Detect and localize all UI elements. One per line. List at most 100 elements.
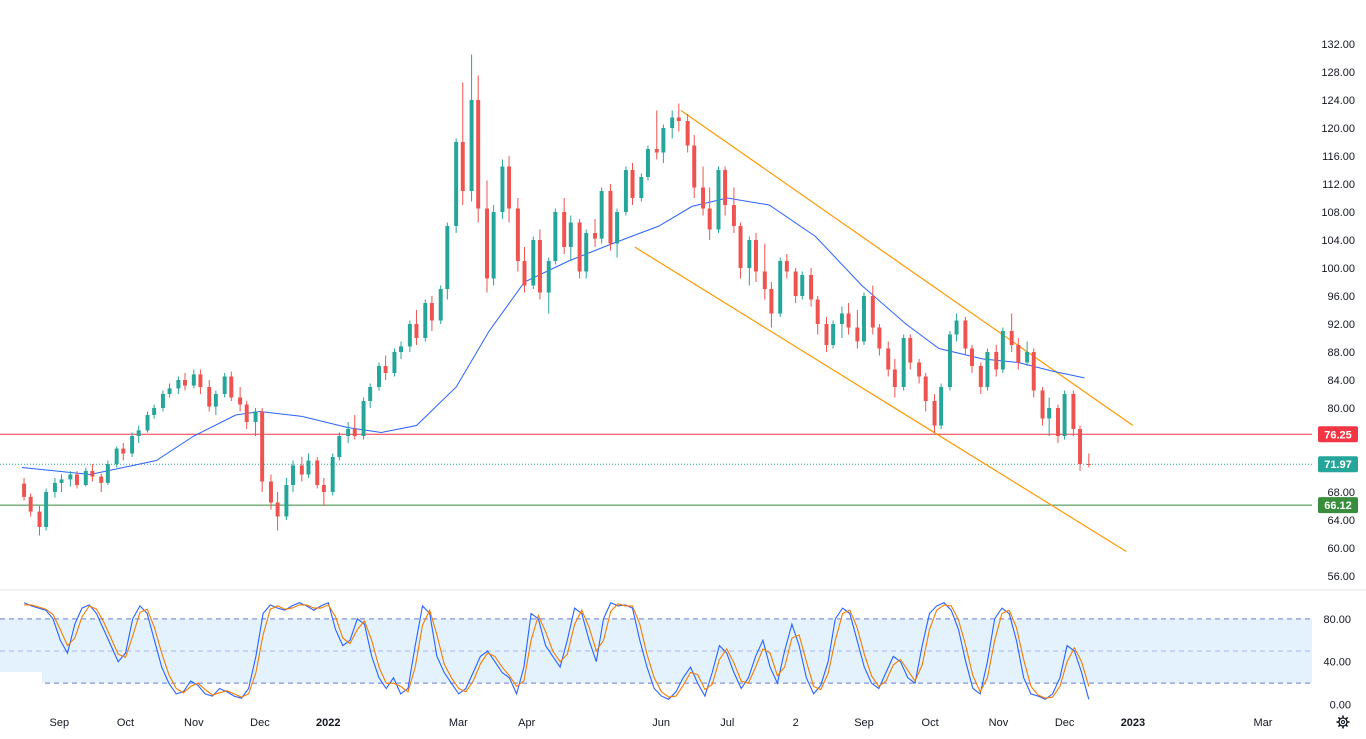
time-axis-label: Dec xyxy=(1055,717,1075,729)
moving-average xyxy=(21,197,1085,476)
candle-body xyxy=(361,401,366,436)
candle xyxy=(121,443,126,461)
time-axis-label: Jul xyxy=(720,717,734,729)
candle-body xyxy=(716,170,721,230)
candle xyxy=(485,180,489,293)
candle xyxy=(74,471,79,489)
candle-body xyxy=(947,334,952,387)
gear-icon[interactable] xyxy=(1336,715,1350,729)
time-axis-label: Apr xyxy=(518,717,535,729)
candle xyxy=(399,341,404,359)
candle-body xyxy=(90,471,95,477)
candle-body xyxy=(608,191,613,244)
price-tick-label: 116.00 xyxy=(1322,151,1355,163)
candle-body xyxy=(423,303,428,338)
oscillator-axis[interactable]: 80.00 40.00 0.00 xyxy=(1323,614,1351,712)
oscillator-band-fill xyxy=(0,618,1312,684)
price-tick-label: 64.00 xyxy=(1327,515,1355,527)
candle xyxy=(793,268,798,303)
price-tag: 76.25 xyxy=(1318,426,1358,443)
time-axis-label: Dec xyxy=(250,717,270,729)
candle-body xyxy=(352,429,357,436)
candle xyxy=(947,331,952,391)
candle-body xyxy=(238,397,243,405)
candle-body xyxy=(229,376,234,398)
time-axis-label: Oct xyxy=(922,717,939,729)
candle-body xyxy=(268,481,273,503)
price-tick-label: 120.00 xyxy=(1321,123,1355,135)
candle xyxy=(593,219,598,247)
candle-body xyxy=(207,387,212,407)
candle-body xyxy=(368,387,373,401)
candle-body xyxy=(815,299,820,324)
candle xyxy=(337,432,342,461)
candle xyxy=(407,320,412,352)
candle xyxy=(469,54,474,202)
candle xyxy=(908,334,913,370)
price-tag: 66.12 xyxy=(1318,497,1358,514)
candle xyxy=(105,460,110,485)
candle-body xyxy=(862,296,866,342)
candle-body xyxy=(994,352,999,370)
price-tick-label: 92.00 xyxy=(1327,319,1355,331)
candle xyxy=(460,82,465,205)
candle-body xyxy=(537,240,542,293)
candle-body xyxy=(260,411,265,482)
candle-body xyxy=(167,388,172,394)
candle-body xyxy=(1016,345,1021,363)
time-axis[interactable]: Sep Oct Nov Dec 2022 Mar Apr Jun Jul 2 Sep Oct Nov De… xyxy=(50,717,1273,729)
trend-channel[interactable] xyxy=(634,110,1134,553)
price-tick-label: 104.00 xyxy=(1321,235,1355,247)
candle xyxy=(584,229,589,279)
candle xyxy=(963,317,968,356)
candle-body xyxy=(83,471,88,485)
candle xyxy=(747,236,752,286)
candle xyxy=(152,404,157,419)
price-tick-label: 80.00 xyxy=(1327,403,1355,415)
candle xyxy=(685,114,690,153)
candle xyxy=(361,397,366,440)
candle-body xyxy=(1047,408,1052,419)
candle-body xyxy=(692,145,697,188)
candle xyxy=(114,446,119,468)
candle xyxy=(392,348,397,377)
candle xyxy=(167,383,172,398)
candle-body xyxy=(284,485,289,517)
candle xyxy=(568,215,573,261)
candle xyxy=(800,271,805,300)
candle xyxy=(824,317,829,352)
candle-body xyxy=(778,261,783,314)
candle xyxy=(383,355,388,380)
time-axis-label: Mar xyxy=(1254,717,1273,729)
horizontal-lines[interactable] xyxy=(0,433,1312,506)
candle xyxy=(599,187,604,244)
candle xyxy=(275,492,280,531)
candle-body xyxy=(44,492,49,527)
candle-body xyxy=(963,320,968,349)
candle xyxy=(268,474,273,510)
price-tick-label: 100.00 xyxy=(1321,263,1355,275)
candle xyxy=(130,432,135,457)
candle xyxy=(515,198,520,272)
candle xyxy=(291,460,296,492)
candle-body xyxy=(1086,464,1091,465)
candle xyxy=(1016,338,1021,370)
candle xyxy=(901,334,906,391)
candle xyxy=(978,362,983,394)
candle-body xyxy=(114,448,119,464)
channel-line-1 xyxy=(634,246,1127,553)
candle xyxy=(784,254,789,279)
candle xyxy=(932,394,937,433)
candle-body xyxy=(917,362,922,377)
price-tag: 71.97 xyxy=(1318,456,1358,473)
candle xyxy=(537,229,542,300)
candle xyxy=(954,313,959,342)
candle-body xyxy=(99,476,104,483)
legend-mask xyxy=(0,672,42,712)
candle xyxy=(37,506,42,536)
candle xyxy=(716,166,721,233)
candle-body xyxy=(152,408,157,415)
candle xyxy=(994,345,999,377)
